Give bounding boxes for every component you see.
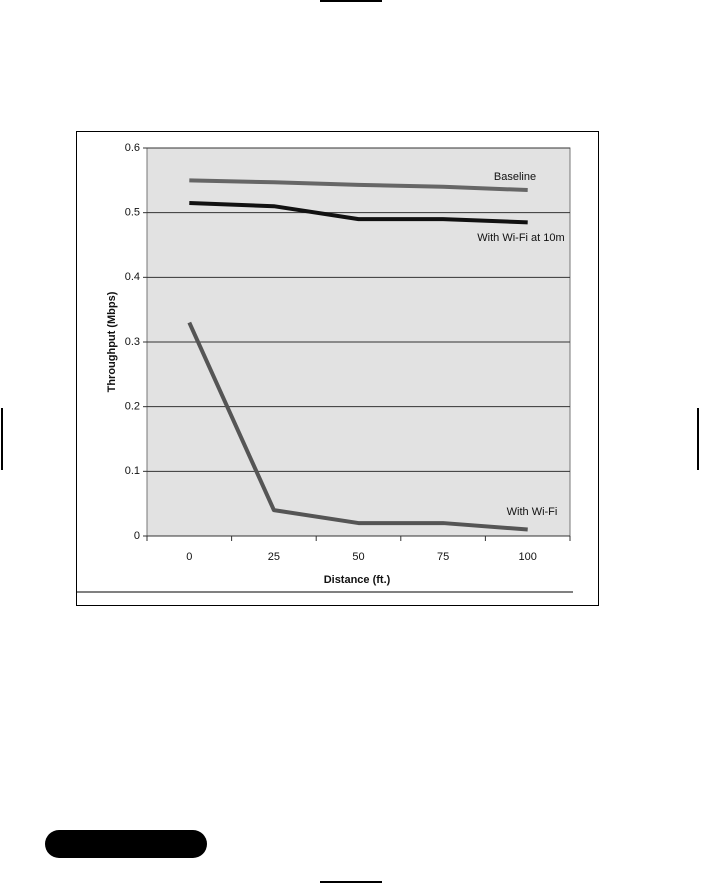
y-axis-title: Throughput (Mbps) — [106, 291, 118, 392]
x-tick-label: 75 — [437, 551, 449, 563]
y-tick-label: 0.1 — [125, 465, 140, 477]
y-tick-label: 0.2 — [125, 401, 140, 413]
series-line — [187, 321, 528, 532]
series-label: With Wi-Fi — [507, 506, 558, 518]
figure-frame — [76, 131, 599, 606]
page-tab — [45, 830, 207, 858]
series-label: Baseline — [494, 171, 536, 183]
series-label: With Wi-Fi at 10m — [477, 232, 564, 244]
series-line — [189, 178, 528, 193]
x-tick-label: 25 — [268, 551, 280, 563]
y-tick-label: 0.5 — [125, 207, 140, 219]
y-tick-label: 0.6 — [125, 142, 140, 154]
y-tick-label: 0.3 — [125, 336, 140, 348]
x-tick-label: 50 — [352, 551, 364, 563]
x-tick-label: 100 — [519, 551, 537, 563]
series-line — [189, 200, 528, 225]
x-axis-title: Distance (ft.) — [324, 574, 391, 586]
y-tick-label: 0.4 — [125, 271, 140, 283]
x-tick-label: 0 — [186, 551, 192, 563]
y-tick-label: 0 — [134, 530, 140, 542]
